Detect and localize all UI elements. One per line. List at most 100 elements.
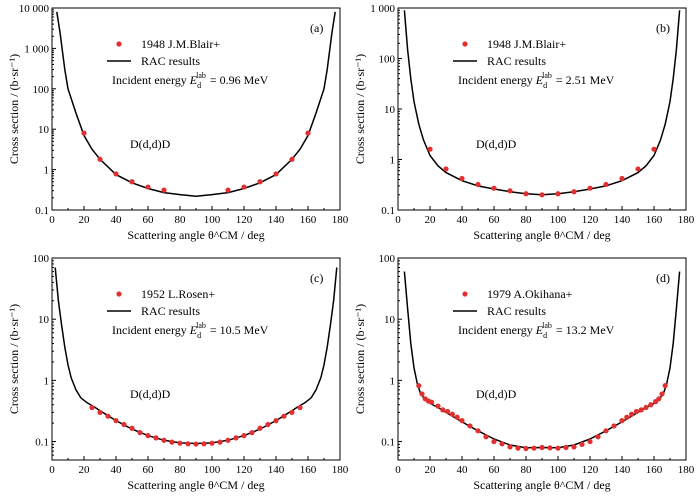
- x-tick-label: 140: [614, 464, 631, 476]
- data-point: [611, 423, 617, 429]
- legend-marker-points: [462, 291, 468, 297]
- data-point: [619, 418, 625, 424]
- data-point: [241, 184, 247, 190]
- data-point: [97, 156, 103, 162]
- legend-line-label: RAC results: [141, 54, 200, 68]
- y-tick-label: 10: [38, 314, 50, 326]
- data-point: [289, 409, 295, 415]
- data-point: [603, 428, 609, 434]
- data-point: [89, 404, 95, 411]
- data-point: [241, 433, 247, 439]
- data-point: [225, 437, 231, 443]
- data-point: [209, 440, 215, 446]
- data-point: [523, 191, 529, 197]
- legend-marker-points: [462, 41, 468, 47]
- x-tick-label: 0: [395, 464, 401, 476]
- x-tick-label: 140: [614, 214, 631, 226]
- legend-line-label: RAC results: [487, 54, 546, 68]
- x-tick-label: 40: [111, 214, 123, 226]
- data-point: [624, 414, 630, 420]
- data-point: [305, 130, 311, 136]
- y-tick-label: 100: [379, 54, 396, 66]
- data-point: [491, 438, 497, 445]
- legend-points-label: 1948 J.M.Blair+: [141, 37, 220, 51]
- reaction-label: D(d,d)D: [130, 387, 171, 401]
- data-point: [491, 185, 497, 191]
- data-point: [81, 130, 87, 136]
- x-tick-label: 120: [582, 464, 599, 476]
- panel-label: (d): [656, 271, 670, 285]
- data-point: [638, 407, 644, 413]
- x-tick-label: 160: [646, 214, 663, 226]
- data-point: [440, 407, 446, 413]
- data-point: [225, 187, 231, 193]
- x-tick-label: 140: [268, 214, 285, 226]
- data-point: [429, 399, 435, 405]
- x-tick-label: 140: [268, 464, 285, 476]
- data-point: [499, 441, 505, 447]
- data-point: [113, 171, 119, 177]
- data-point: [105, 413, 111, 419]
- x-tick-label: 20: [425, 464, 437, 476]
- data-point: [619, 175, 625, 182]
- chart-panel-4: 0 20 40 60 80 100 120 140 160 180 0.1 1 10 100 Scatter…: [353, 253, 695, 492]
- chart-panel-1: 0 20 40 60 80 100 120 140 160 180 0.1 1 10 100 1 000 10…: [7, 3, 349, 242]
- legend-marker-points: [116, 291, 122, 297]
- data-point: [587, 438, 593, 445]
- x-tick-label: 180: [332, 464, 349, 476]
- y-axis-title: Cross section / (b·sr⁻¹): [7, 54, 21, 164]
- x-axis-title: Scattering angle θ^CM / deg: [127, 228, 264, 242]
- data-point: [177, 440, 183, 446]
- data-point: [153, 435, 159, 441]
- data-point: [145, 433, 151, 439]
- y-tick-label: 0.1: [381, 205, 395, 217]
- x-tick-label: 60: [489, 214, 501, 226]
- panel-label: (c): [310, 271, 323, 285]
- y-tick-label: 10 000: [19, 3, 50, 15]
- data-point: [507, 188, 513, 194]
- data-point: [475, 428, 481, 434]
- data-point: [201, 441, 207, 447]
- data-point: [169, 439, 175, 445]
- x-tick-label: 160: [646, 464, 663, 476]
- y-tick-label: 100: [379, 253, 396, 265]
- data-point: [662, 383, 668, 389]
- x-tick-label: 60: [489, 464, 501, 476]
- data-point: [443, 166, 449, 172]
- data-point: [595, 434, 601, 440]
- y-tick-label: 100: [33, 253, 50, 265]
- data-point: [539, 444, 545, 451]
- data-point: [193, 441, 199, 447]
- x-tick-label: 180: [332, 214, 349, 226]
- data-point: [265, 421, 271, 428]
- data-point: [97, 409, 103, 415]
- data-point: [161, 187, 167, 193]
- x-tick-label: 100: [204, 464, 221, 476]
- x-tick-label: 80: [175, 464, 187, 476]
- legend-points-label: 1948 J.M.Blair+: [487, 37, 566, 51]
- x-axis-title: Scattering angle θ^CM / deg: [127, 478, 264, 492]
- x-tick-label: 180: [678, 214, 695, 226]
- data-point: [659, 391, 665, 397]
- data-point: [523, 445, 529, 452]
- data-point: [603, 181, 609, 188]
- data-point: [571, 189, 577, 195]
- x-tick-label: 80: [175, 214, 187, 226]
- x-tick-label: 80: [521, 464, 533, 476]
- y-tick-label: 1: [44, 375, 50, 387]
- y-tick-label: 0.1: [35, 205, 49, 217]
- x-tick-label: 80: [521, 214, 533, 226]
- data-point: [459, 175, 465, 182]
- data-point: [643, 404, 649, 411]
- x-tick-label: 160: [300, 214, 317, 226]
- x-tick-label: 60: [143, 464, 155, 476]
- data-point: [445, 408, 451, 415]
- data-point: [249, 430, 255, 436]
- y-tick-label: 0.1: [35, 437, 49, 449]
- x-tick-label: 100: [204, 214, 221, 226]
- x-tick-label: 40: [111, 464, 123, 476]
- data-point: [555, 445, 561, 451]
- x-tick-label: 20: [79, 464, 91, 476]
- data-point: [539, 192, 545, 198]
- reaction-label: D(d,d)D: [476, 387, 517, 401]
